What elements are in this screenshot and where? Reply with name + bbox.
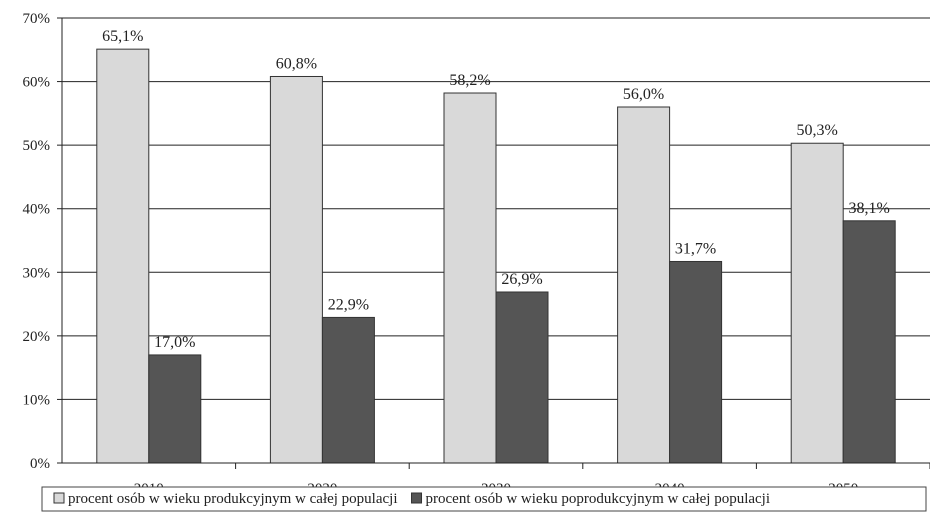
- bar-postproductive: [669, 260, 723, 464]
- bar-postproductive: [148, 354, 202, 464]
- data-label: 60,8%: [276, 55, 317, 72]
- y-tick-label: 30%: [23, 265, 51, 281]
- bar-productive: [96, 48, 150, 464]
- bar-postproductive: [495, 291, 549, 464]
- data-label: 65,1%: [102, 28, 143, 45]
- data-label: 17,0%: [154, 334, 195, 351]
- bar-productive: [790, 142, 844, 464]
- bar-postproductive: [321, 316, 375, 464]
- y-tick-label: 50%: [23, 138, 51, 154]
- legend-label: procent osób w wieku poprodukcyjnym w ca…: [426, 491, 771, 507]
- y-tick-label: 20%: [23, 329, 51, 345]
- data-label: 38,1%: [849, 200, 890, 217]
- y-tick-label: 10%: [23, 392, 51, 408]
- data-label: 58,2%: [449, 72, 490, 89]
- data-label: 56,0%: [623, 86, 664, 103]
- data-label: 22,9%: [328, 296, 369, 313]
- data-label: 26,9%: [501, 271, 542, 288]
- y-tick-label: 40%: [23, 202, 51, 218]
- legend-label: procent osób w wieku produkcyjnym w całe…: [68, 491, 398, 507]
- bar-postproductive: [842, 220, 896, 464]
- data-label: 50,3%: [797, 122, 838, 139]
- bar-productive: [443, 92, 497, 464]
- legend-box: [41, 486, 927, 512]
- data-label: 31,7%: [675, 240, 716, 257]
- bar-productive: [269, 75, 323, 464]
- y-tick-label: 0%: [30, 456, 50, 472]
- y-tick-label: 70%: [23, 11, 51, 27]
- legend-swatch: [411, 492, 423, 504]
- legend-swatch: [53, 492, 65, 504]
- y-tick-label: 60%: [23, 75, 51, 91]
- bar-productive: [617, 106, 671, 464]
